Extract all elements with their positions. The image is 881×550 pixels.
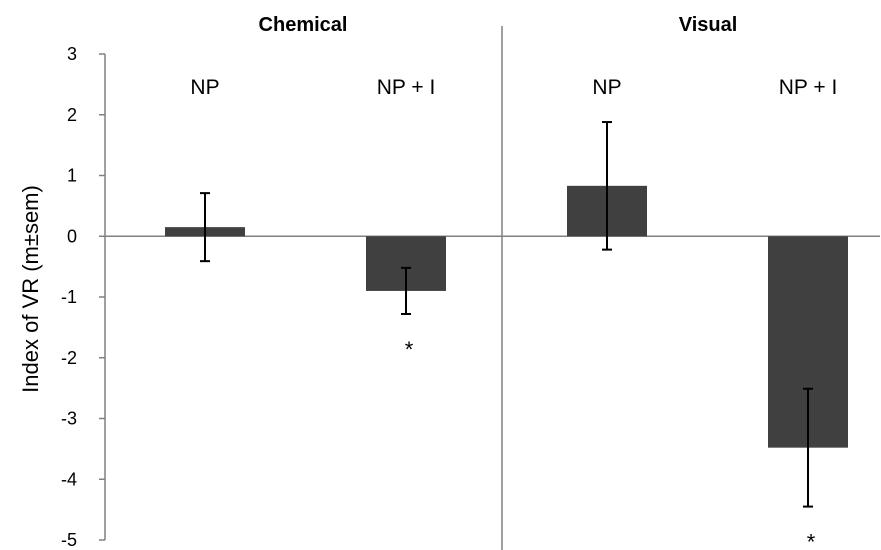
y-tick-label: -3 <box>61 409 77 429</box>
y-tick-label: -5 <box>61 530 77 550</box>
y-tick-label: -1 <box>61 287 77 307</box>
axis-layer <box>99 26 880 550</box>
y-axis-label: Index of VR (m±sem) <box>18 185 43 393</box>
label-layer: 3 2 1 0 -1 -2 -3 -4 -5 Index of VR (m±sem) Chemica… <box>18 14 837 550</box>
panel-title: Chemical <box>259 14 348 36</box>
bar-category-label: NP <box>190 76 219 99</box>
bar-category-label: NP + I <box>377 76 436 99</box>
significance-marker: * <box>807 530 816 550</box>
bar-layer <box>165 121 848 508</box>
panel-title: Visual <box>679 14 738 36</box>
y-tick-label: 1 <box>67 166 77 186</box>
y-tick-label: -4 <box>61 469 77 489</box>
y-tick-label: -2 <box>61 348 77 368</box>
y-tick-label: 2 <box>67 105 77 125</box>
bar-category-label: NP + I <box>779 76 838 99</box>
y-tick-label: 0 <box>67 226 77 246</box>
bar-category-label: NP <box>592 76 621 99</box>
y-tick-label: 3 <box>67 44 77 64</box>
significance-marker: * <box>405 337 414 362</box>
